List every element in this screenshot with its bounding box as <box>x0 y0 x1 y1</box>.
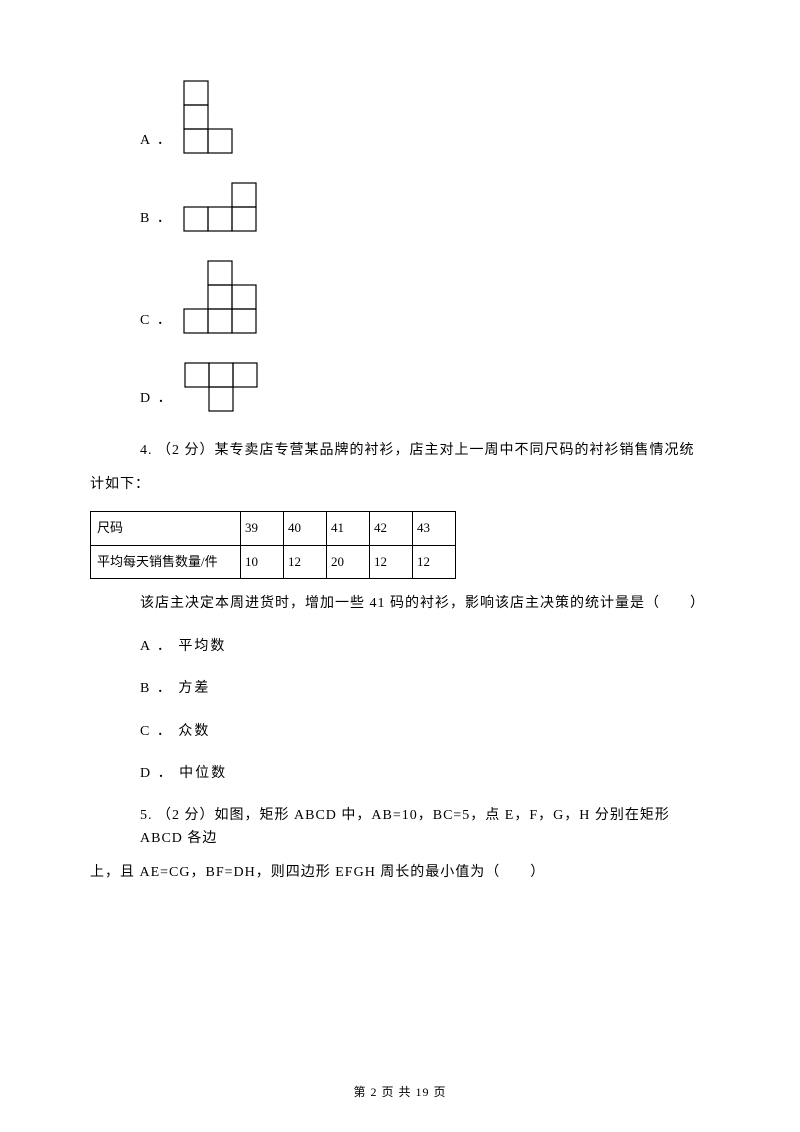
table-cell: 12 <box>370 545 413 579</box>
q4-option-d[interactable]: D ． 中位数 <box>90 763 710 785</box>
table-cell: 43 <box>413 511 456 545</box>
table-row: 尺码 39 40 41 42 43 <box>91 511 456 545</box>
table-cell: 12 <box>284 545 327 579</box>
q4-intro-line2: 计如下： <box>90 474 710 496</box>
table-cell: 41 <box>327 511 370 545</box>
table-cell: 42 <box>370 511 413 545</box>
page-footer: 第 2 页 共 19 页 <box>0 1083 800 1102</box>
q4-tail: 该店主决定本周进货时，增加一些 41 码的衬衫，影响该店主决策的统计量是（ ） <box>90 593 710 615</box>
table-cell: 12 <box>413 545 456 579</box>
option-b-row[interactable]: B ． <box>90 182 710 232</box>
table-cell: 10 <box>241 545 284 579</box>
q5-line1: 5. （2 分）如图，矩形 ABCD 中，AB=10，BC=5，点 E，F，G，… <box>90 805 710 850</box>
option-a-row[interactable]: A ． <box>90 80 710 154</box>
option-d-label: D ． <box>140 388 174 412</box>
table-row: 平均每天销售数量/件 10 12 20 12 12 <box>91 545 456 579</box>
shape-b-diagram <box>183 182 257 232</box>
option-d-row[interactable]: D ． <box>90 362 710 412</box>
table-cell: 40 <box>284 511 327 545</box>
table-cell: 20 <box>327 545 370 579</box>
q4-option-a[interactable]: A ． 平均数 <box>90 636 710 658</box>
option-c-label: C ． <box>140 310 173 334</box>
table-cell: 39 <box>241 511 284 545</box>
table-header-size: 尺码 <box>91 511 241 545</box>
q4-option-c[interactable]: C ． 众数 <box>90 721 710 743</box>
shape-c-diagram <box>183 260 257 334</box>
q4-data-table: 尺码 39 40 41 42 43 平均每天销售数量/件 10 12 20 12… <box>90 511 456 580</box>
q4-intro-line1: 4. （2 分）某专卖店专营某品牌的衬衫，店主对上一周中不同尺码的衬衫销售情况统 <box>90 440 710 462</box>
option-b-label: B ． <box>140 208 173 232</box>
table-header-qty: 平均每天销售数量/件 <box>91 545 241 579</box>
q5-line2: 上，且 AE=CG，BF=DH，则四边形 EFGH 周长的最小值为（ ） <box>90 862 710 884</box>
shape-a-diagram <box>183 80 233 154</box>
option-a-label: A ． <box>140 130 173 154</box>
option-c-row[interactable]: C ． <box>90 260 710 334</box>
q4-option-b[interactable]: B ． 方差 <box>90 678 710 700</box>
shape-d-diagram <box>184 362 258 412</box>
